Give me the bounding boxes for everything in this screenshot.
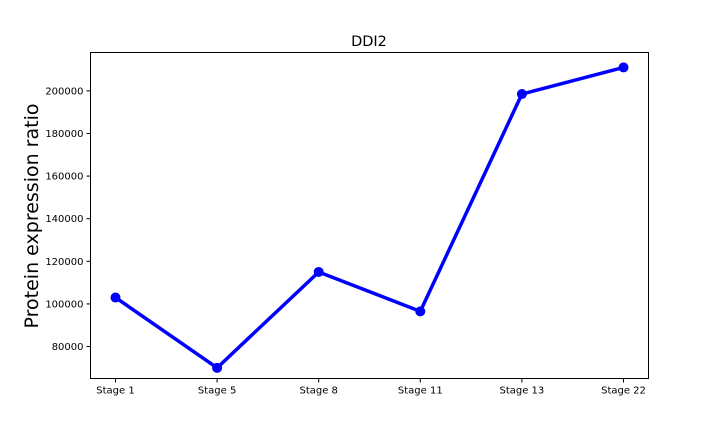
y-tick-label: 80000 (52, 342, 84, 353)
x-tick-label: Stage 5 (198, 386, 236, 397)
axis-ticks: Stage 1 Stage 5 Stage 8 Stage 11 Stage 13 Sta… (45, 86, 646, 396)
data-point (516, 89, 527, 100)
x-tick-label: Stage 11 (398, 386, 443, 397)
data-point (313, 266, 324, 277)
y-tick-label: 200000 (45, 86, 83, 97)
y-tick-label: 180000 (45, 129, 83, 140)
y-tick-label: 120000 (45, 257, 83, 268)
y-axis-label: Protein expression ratio (21, 104, 43, 329)
series-line (113, 65, 626, 370)
data-point (212, 362, 223, 373)
data-point (618, 62, 629, 73)
x-tick-label: Stage 13 (499, 386, 544, 397)
x-tick-label: Stage 1 (96, 386, 134, 397)
chart-title: DDI2 (351, 34, 387, 50)
series-layer (110, 62, 629, 373)
y-tick-label: 100000 (45, 299, 83, 310)
x-tick-label: Stage 22 (601, 386, 646, 397)
y-tick-label: 160000 (45, 172, 83, 183)
plot-area-frame (90, 52, 649, 379)
y-tick-label: 140000 (45, 214, 83, 225)
data-point (415, 306, 426, 317)
data-point (110, 292, 121, 303)
x-tick-label: Stage 8 (299, 386, 337, 397)
